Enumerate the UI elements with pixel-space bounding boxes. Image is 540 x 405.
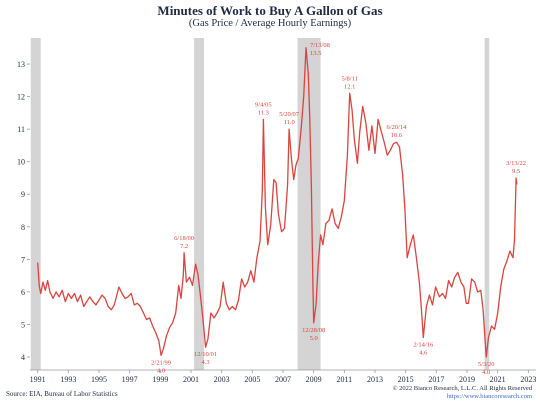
x-tick-label: 1997 <box>122 375 138 384</box>
annotation-value: 7.2 <box>180 243 188 250</box>
series-line-0 <box>37 47 518 358</box>
annotation-value: 4.6 <box>419 349 428 356</box>
y-tick-label: 9 <box>21 190 25 199</box>
x-tick-label: 1995 <box>91 375 107 384</box>
x-tick-label: 2007 <box>275 375 291 384</box>
annotation-date: 3/13/22 <box>506 160 526 167</box>
annotation-value: 12.1 <box>344 83 355 90</box>
annotation-date: 6/20/14 <box>387 124 408 131</box>
x-tick-label: 2003 <box>214 375 230 384</box>
chart-title: Minutes of Work to Buy A Gallon of Gas <box>157 3 383 18</box>
x-tick-label: 1999 <box>152 375 168 384</box>
x-tick-label: 1991 <box>30 375 46 384</box>
x-tick-label: 2017 <box>428 375 444 384</box>
annotation-value: 13.5 <box>310 50 321 57</box>
annotation-value: 10.6 <box>391 132 403 139</box>
series-line-group <box>37 47 518 358</box>
y-tick-label: 8 <box>21 223 25 232</box>
recession-band-0 <box>30 38 41 370</box>
x-tick-label: 2023 <box>520 375 536 384</box>
website-link[interactable]: https://www.biancoresearch.com <box>446 393 532 400</box>
recession-band-2 <box>297 38 321 370</box>
x-tick-label: 2015 <box>398 375 414 384</box>
y-tick-label: 12 <box>17 93 25 102</box>
y-tick-label: 11 <box>17 125 25 134</box>
annotation-value: 4.0 <box>157 367 165 374</box>
x-tick-label: 2013 <box>367 375 383 384</box>
annotation-value: 9.5 <box>512 168 520 175</box>
recession-band-1 <box>194 38 205 370</box>
annotation-value: 4.0 <box>482 369 490 376</box>
recession-shading-group <box>30 38 490 370</box>
annotation-date: 6/18/00 <box>174 235 194 242</box>
annotations-group: 2/21/994.06/18/007.212/10/014.39/4/0511.… <box>151 42 526 376</box>
annotation-date: 12/28/08 <box>302 327 325 334</box>
source-note: Source: EIA, Bureau of Labor Statistics <box>6 390 118 398</box>
annotation-date: 7/13/08 <box>310 42 330 49</box>
x-tick-label: 2021 <box>490 375 506 384</box>
annotation-date: 12/10/01 <box>194 351 217 358</box>
y-tick-label: 7 <box>21 255 25 264</box>
x-tick-label: 2011 <box>336 375 352 384</box>
annotation-date: 5/3/20 <box>478 361 495 368</box>
x-tick-label: 2001 <box>183 375 199 384</box>
annotation-date: 5/8/11 <box>342 75 358 82</box>
copyright-text: © 2022 Bianco Research, L.L.C. All Right… <box>392 385 532 392</box>
x-tick-label: 1993 <box>60 375 76 384</box>
annotation-date: 2/14/16 <box>413 341 434 348</box>
axes-group: 1991 1993 1995 1997 1999 2001 2003 2005 2007 2009… <box>17 60 536 384</box>
annotation-value: 4.3 <box>202 359 210 366</box>
annotation-value: 11.0 <box>284 119 295 126</box>
annotation-value: 5.0 <box>310 335 318 342</box>
copyright-note: © 2022 Bianco Research, L.L.C. All Right… <box>393 385 532 401</box>
y-tick-label: 5 <box>21 320 25 329</box>
y-tick-label: 10 <box>17 158 25 167</box>
annotation-value: 11.3 <box>258 109 269 116</box>
y-tick-label: 4 <box>21 353 25 362</box>
chart-subtitle: (Gas Price / Average Hourly Earnings) <box>188 18 352 29</box>
x-tick-label: 2009 <box>306 375 322 384</box>
recession-band-3 <box>484 38 490 370</box>
y-tick-label: 6 <box>21 288 25 297</box>
x-tick-label: 2019 <box>459 375 475 384</box>
y-tick-label: 13 <box>17 60 25 69</box>
annotation-date: 2/21/99 <box>151 359 171 366</box>
annotation-date: 9/4/05 <box>255 101 272 108</box>
annotation-date: 5/20/07 <box>279 111 300 118</box>
x-tick-label: 2005 <box>244 375 260 384</box>
